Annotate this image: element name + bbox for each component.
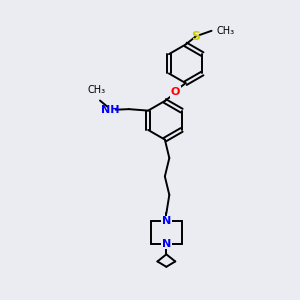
Text: S: S	[192, 30, 201, 43]
Text: N: N	[162, 216, 171, 226]
Text: CH₃: CH₃	[87, 85, 106, 95]
Text: O: O	[171, 87, 180, 97]
Text: N: N	[162, 239, 171, 249]
Text: CH₃: CH₃	[217, 26, 235, 36]
Text: NH: NH	[101, 105, 120, 115]
